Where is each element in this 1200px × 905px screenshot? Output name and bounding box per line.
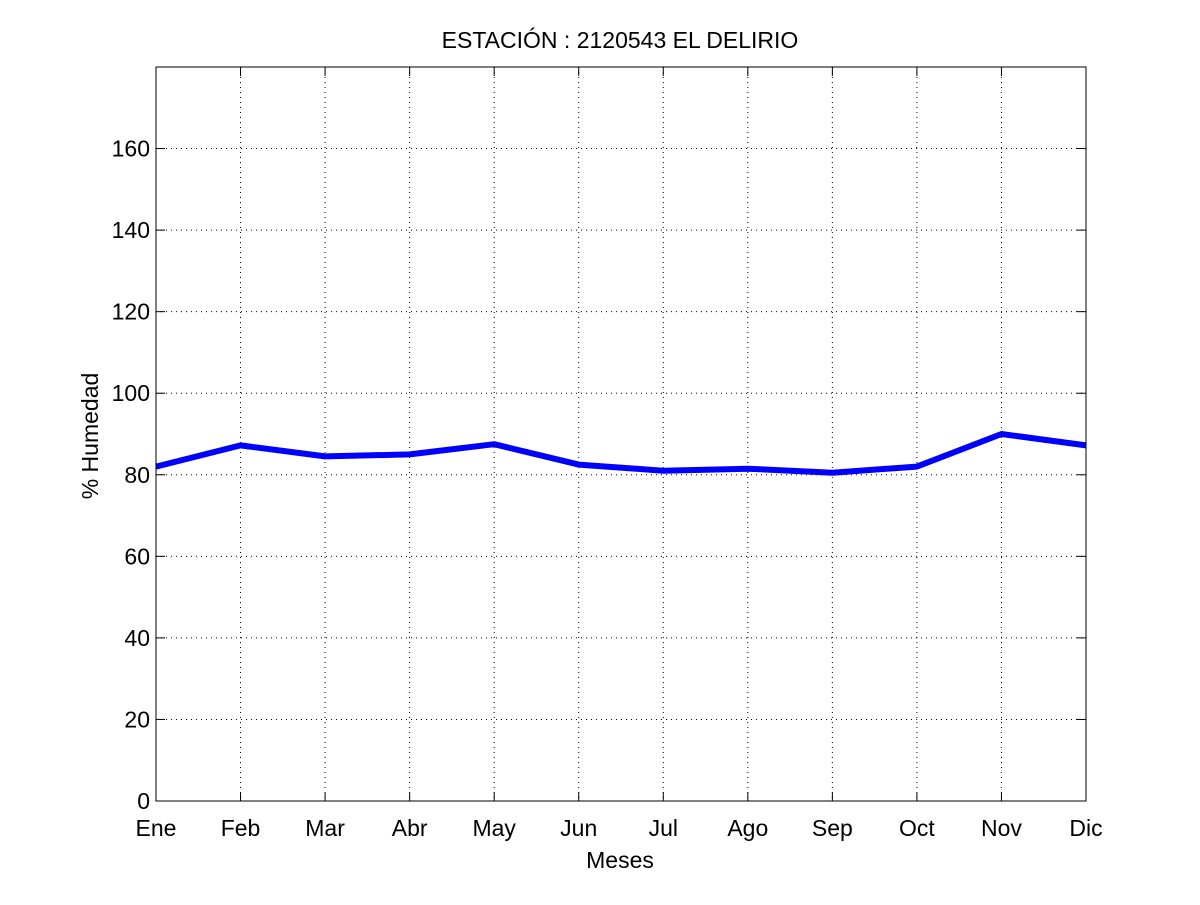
plot-area-frame bbox=[155, 66, 1087, 802]
x-tick-label: Sep bbox=[812, 815, 853, 841]
y-tick-label: 120 bbox=[112, 299, 150, 325]
y-tick-label: 20 bbox=[124, 706, 150, 732]
y-tick-label: 0 bbox=[137, 788, 150, 814]
x-tick-label: Jun bbox=[560, 815, 597, 841]
x-tick-label: Oct bbox=[899, 815, 935, 841]
x-tick-label: Ene bbox=[136, 815, 177, 841]
x-axis-title: Meses bbox=[586, 847, 654, 873]
y-tick-label: 60 bbox=[124, 543, 150, 569]
y-tick-label: 80 bbox=[124, 462, 150, 488]
x-tick-label: Ago bbox=[727, 815, 768, 841]
y-tick-label: 40 bbox=[124, 625, 150, 651]
chart-title: ESTACIÓN : 2120543 EL DELIRIO bbox=[442, 27, 799, 53]
y-tick-label: 160 bbox=[112, 136, 150, 162]
x-tick-label: Nov bbox=[981, 815, 1022, 841]
x-tick-label: Feb bbox=[221, 815, 261, 841]
y-tick-label: 100 bbox=[112, 380, 150, 406]
x-tick-label: May bbox=[472, 815, 516, 841]
x-tick-label: Jul bbox=[649, 815, 678, 841]
x-tick-label: Mar bbox=[305, 815, 345, 841]
x-tick-label: Abr bbox=[392, 815, 428, 841]
y-axis-title: % Humedad bbox=[77, 373, 103, 500]
humidity-series-line bbox=[155, 431, 1087, 476]
y-tick-label: 140 bbox=[112, 217, 150, 243]
x-tick-label: Dic bbox=[1069, 815, 1102, 841]
